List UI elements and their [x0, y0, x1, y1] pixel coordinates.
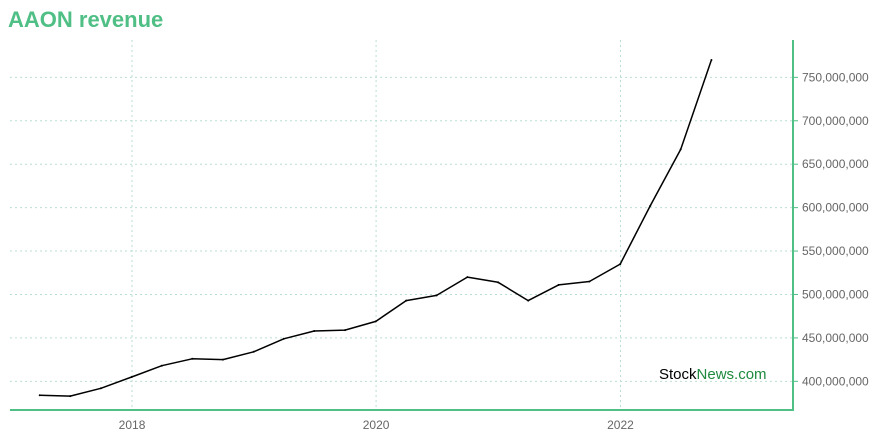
y-tick-label: 700,000,000 — [802, 114, 869, 128]
chart-title: AAON revenue — [8, 7, 164, 32]
data-point — [557, 283, 560, 286]
x-axis-ticks: 2018 2020 2022 — [119, 418, 634, 432]
data-point — [588, 280, 591, 283]
y-tick-label: 650,000,000 — [802, 157, 869, 171]
data-point — [466, 276, 469, 279]
data-point — [343, 329, 346, 332]
data-point — [710, 58, 713, 61]
data-point — [374, 320, 377, 323]
data-point — [160, 364, 163, 367]
axes — [10, 40, 794, 411]
x-tick-label: 2018 — [119, 418, 146, 432]
watermark-stock: Stock — [659, 366, 697, 383]
data-point — [69, 395, 72, 398]
series-group — [38, 58, 713, 398]
data-point — [38, 394, 41, 397]
y-tick-label: 500,000,000 — [802, 287, 869, 301]
data-point — [497, 281, 500, 284]
data-point — [221, 358, 224, 361]
y-tick-label: 600,000,000 — [802, 201, 869, 215]
y-axis-ticks: 400,000,000 450,000,000 500,000,000 550,000… — [793, 70, 869, 388]
grid-lines — [10, 40, 793, 410]
x-tick-label: 2022 — [607, 418, 634, 432]
data-point — [527, 299, 530, 302]
watermark: StockNews.com — [659, 366, 767, 383]
data-point — [679, 148, 682, 151]
data-point — [619, 263, 622, 266]
y-tick-label: 550,000,000 — [802, 244, 869, 258]
data-point — [191, 357, 194, 360]
data-point — [130, 375, 133, 378]
watermark-com: .com — [734, 366, 767, 383]
data-point — [282, 337, 285, 340]
data-point — [99, 387, 102, 390]
watermark-news: News — [697, 366, 735, 383]
data-point — [313, 329, 316, 332]
data-point — [435, 294, 438, 297]
y-tick-label: 400,000,000 — [802, 374, 869, 388]
x-tick-label: 2020 — [363, 418, 390, 432]
data-point — [252, 350, 255, 353]
data-point — [649, 204, 652, 207]
y-tick-label: 450,000,000 — [802, 331, 869, 345]
data-point — [405, 299, 408, 302]
y-tick-label: 750,000,000 — [802, 70, 869, 84]
